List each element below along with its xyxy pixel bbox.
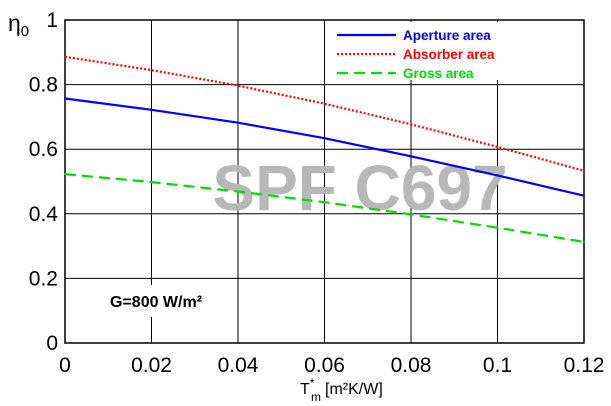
data-point-aperture-area: [410, 155, 412, 158]
legend-label-gross-area: Gross area: [403, 66, 474, 81]
irradiance-annotation: G=800 W/m²: [110, 294, 202, 311]
y-axis-label: η0: [8, 10, 29, 40]
data-point-gross-area: [150, 181, 153, 183]
legend-label-absorber-area: Absorber area: [403, 47, 495, 62]
x-tick-label: 0.1: [483, 354, 512, 377]
y-tick-label: 0.8: [29, 74, 58, 97]
y-tick-label: 0: [46, 332, 58, 355]
x-tick-label: 0.02: [131, 354, 172, 377]
data-point-gross-area: [237, 190, 239, 193]
data-point-gross-area: [410, 213, 412, 216]
x-tick-label: 0: [59, 354, 71, 377]
data-point-absorber-area: [237, 84, 239, 87]
x-axis-label-sub: m: [311, 390, 321, 404]
data-point-aperture-area: [496, 174, 499, 177]
data-point-aperture-area: [237, 121, 239, 124]
x-tick-label: 0.04: [218, 354, 259, 377]
data-point-gross-area: [583, 241, 585, 243]
series-group: [64, 55, 585, 243]
legend-label-aperture-area: Aperture area: [403, 28, 491, 43]
y-axis-label-main: η: [8, 10, 21, 36]
data-point-aperture-area: [64, 97, 66, 100]
y-tick-label: 0.4: [29, 203, 59, 226]
data-point-absorber-area: [323, 102, 326, 105]
y-axis-label-sub: 0: [21, 23, 29, 40]
annotation-box: [100, 285, 228, 317]
x-tick-label: 0.06: [304, 354, 345, 377]
plot-frame: [64, 19, 585, 344]
watermark: SPF C697: [212, 152, 507, 224]
data-point-gross-area: [496, 226, 499, 229]
data-point-absorber-area: [64, 56, 66, 58]
data-point-gross-area: [323, 201, 326, 203]
data-point-aperture-area: [150, 108, 153, 111]
legend: Aperture area Absorber area Gross area: [337, 28, 495, 81]
y-tick-labels: 0 0.2 0.4 0.6 0.8 1: [29, 9, 59, 355]
x-axis-label-sup: *: [310, 376, 315, 390]
x-axis-label-unit: [m²K/W]: [325, 381, 383, 398]
x-axis-label-main: T: [300, 381, 310, 398]
data-point-aperture-area: [583, 194, 585, 197]
x-tick-label: 0.08: [391, 354, 432, 377]
y-tick-label: 0.2: [29, 267, 58, 290]
data-point-aperture-area: [323, 137, 326, 140]
x-tick-label: 0.12: [564, 354, 605, 377]
data-point-absorber-area: [496, 146, 499, 148]
y-tick-label: 0.6: [29, 138, 58, 161]
y-tick-label: 1: [46, 9, 58, 32]
data-point-gross-area: [64, 173, 66, 175]
x-tick-labels: 0 0.02 0.04 0.06 0.08 0.1 0.12: [59, 354, 604, 377]
data-point-absorber-area: [150, 69, 153, 71]
x-axis-label: T* m [m²K/W]: [300, 376, 383, 404]
legend-box: [330, 22, 520, 80]
data-point-absorber-area: [410, 123, 412, 126]
data-point-absorber-area: [583, 170, 585, 172]
